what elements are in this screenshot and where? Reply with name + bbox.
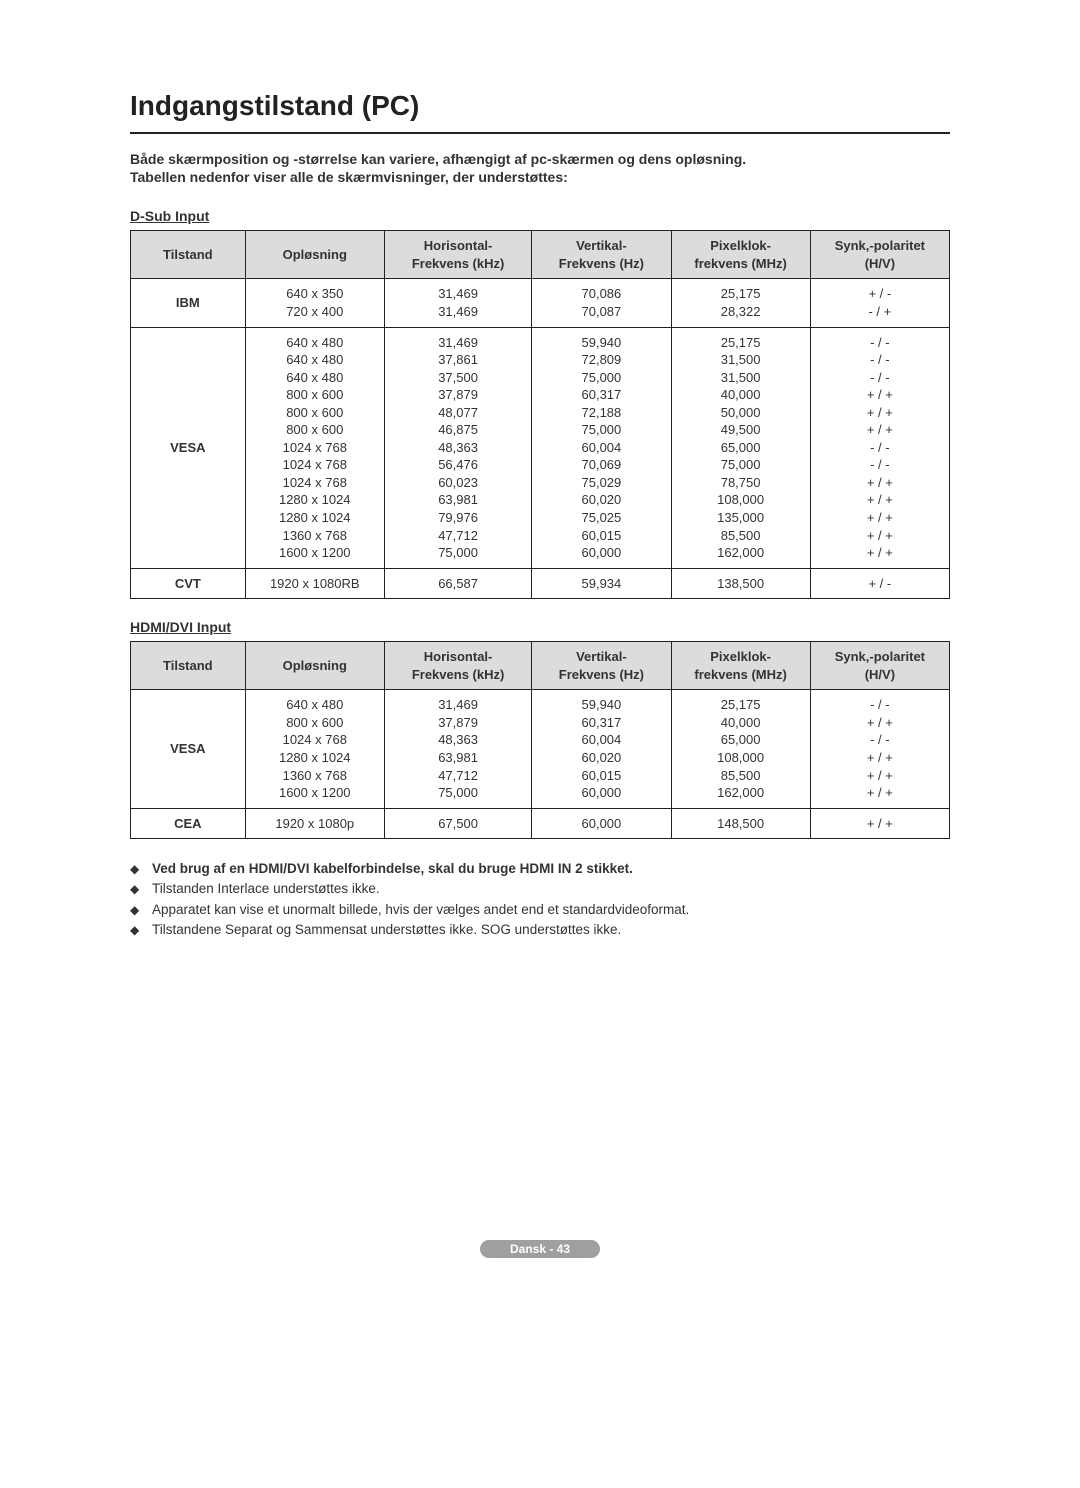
note-item: ◆Tilstanden Interlace understøttes ikke. bbox=[130, 879, 950, 899]
note-item: ◆Tilstandene Separat og Sammensat unders… bbox=[130, 920, 950, 940]
diamond-icon: ◆ bbox=[130, 880, 152, 898]
p-cell: 148,500 bbox=[671, 808, 810, 839]
s-cell: + / - bbox=[810, 568, 949, 599]
page-footer: Dansk - 43 bbox=[130, 1240, 950, 1258]
intro-line-1: Både skærmposition og -størrelse kan var… bbox=[130, 151, 746, 167]
th-vfreq: Vertikal-Frekvens (Hz) bbox=[532, 642, 671, 690]
h-cell: 31,46937,87948,36363,98147,71275,000 bbox=[384, 690, 531, 808]
note-text: Tilstandene Separat og Sammensat underst… bbox=[152, 920, 621, 940]
p-cell: 25,17531,50031,50040,00050,00049,50065,0… bbox=[671, 327, 810, 568]
diamond-icon: ◆ bbox=[130, 901, 152, 919]
mode-cell: VESA bbox=[131, 327, 246, 568]
footer-pill: Dansk - 43 bbox=[480, 1240, 600, 1258]
h-cell: 31,46937,86137,50037,87948,07746,87548,3… bbox=[384, 327, 531, 568]
th-sync: Synk,-polaritet(H/V) bbox=[810, 642, 949, 690]
s-cell: - / -- / -- / -+ / ++ / ++ / +- / -- / -… bbox=[810, 327, 949, 568]
title-rule bbox=[130, 132, 950, 134]
p-cell: 138,500 bbox=[671, 568, 810, 599]
table-row: VESA640 x 480800 x 6001024 x 7681280 x 1… bbox=[131, 690, 950, 808]
mode-cell: VESA bbox=[131, 690, 246, 808]
p-cell: 25,17540,00065,000108,00085,500162,000 bbox=[671, 690, 810, 808]
table-row: VESA640 x 480640 x 480640 x 480800 x 600… bbox=[131, 327, 950, 568]
diamond-icon: ◆ bbox=[130, 860, 152, 878]
hdmi-body: VESA640 x 480800 x 6001024 x 7681280 x 1… bbox=[131, 690, 950, 839]
s-cell: - / -+ / +- / -+ / ++ / ++ / + bbox=[810, 690, 949, 808]
res-cell: 640 x 480640 x 480640 x 480800 x 600800 … bbox=[245, 327, 384, 568]
v-cell: 59,934 bbox=[532, 568, 671, 599]
table-row: CVT1920 x 1080RB66,58759,934138,500+ / - bbox=[131, 568, 950, 599]
notes-block: ◆Ved brug af en HDMI/DVI kabelforbindels… bbox=[130, 859, 950, 940]
mode-cell: IBM bbox=[131, 279, 246, 327]
note-item: ◆Apparatet kan vise et unormalt billede,… bbox=[130, 900, 950, 920]
dsub-header: D-Sub Input bbox=[130, 208, 950, 224]
table-head: Tilstand Opløsning Horisontal-Frekvens (… bbox=[131, 642, 950, 690]
table-row: CEA1920 x 1080p67,50060,000148,500+ / + bbox=[131, 808, 950, 839]
th-sync: Synk,-polaritet(H/V) bbox=[810, 231, 949, 279]
res-cell: 1920 x 1080RB bbox=[245, 568, 384, 599]
note-text: Ved brug af en HDMI/DVI kabelforbindelse… bbox=[152, 859, 633, 879]
v-cell: 70,08670,087 bbox=[532, 279, 671, 327]
th-res: Opløsning bbox=[245, 231, 384, 279]
res-cell: 640 x 350720 x 400 bbox=[245, 279, 384, 327]
table-head: Tilstand Opløsning Horisontal-Frekvens (… bbox=[131, 231, 950, 279]
p-cell: 25,17528,322 bbox=[671, 279, 810, 327]
mode-cell: CEA bbox=[131, 808, 246, 839]
intro-line-2: Tabellen nedenfor viser alle de skærmvis… bbox=[130, 169, 568, 185]
th-mode: Tilstand bbox=[131, 231, 246, 279]
hdmi-header: HDMI/DVI Input bbox=[130, 619, 950, 635]
intro-text: Både skærmposition og -størrelse kan var… bbox=[130, 150, 950, 186]
note-text: Apparatet kan vise et unormalt billede, … bbox=[152, 900, 689, 920]
mode-cell: CVT bbox=[131, 568, 246, 599]
dsub-body: IBM640 x 350720 x 40031,46931,46970,0867… bbox=[131, 279, 950, 599]
res-cell: 640 x 480800 x 6001024 x 7681280 x 10241… bbox=[245, 690, 384, 808]
h-cell: 67,500 bbox=[384, 808, 531, 839]
v-cell: 59,94060,31760,00460,02060,01560,000 bbox=[532, 690, 671, 808]
dsub-table: Tilstand Opløsning Horisontal-Frekvens (… bbox=[130, 230, 950, 599]
v-cell: 59,94072,80975,00060,31772,18875,00060,0… bbox=[532, 327, 671, 568]
s-cell: + / + bbox=[810, 808, 949, 839]
th-pix: Pixelklok-frekvens (MHz) bbox=[671, 642, 810, 690]
diamond-icon: ◆ bbox=[130, 921, 152, 939]
res-cell: 1920 x 1080p bbox=[245, 808, 384, 839]
hdmi-table: Tilstand Opløsning Horisontal-Frekvens (… bbox=[130, 641, 950, 839]
th-hfreq: Horisontal-Frekvens (kHz) bbox=[384, 642, 531, 690]
th-hfreq: Horisontal-Frekvens (kHz) bbox=[384, 231, 531, 279]
th-vfreq: Vertikal-Frekvens (Hz) bbox=[532, 231, 671, 279]
h-cell: 31,46931,469 bbox=[384, 279, 531, 327]
th-mode: Tilstand bbox=[131, 642, 246, 690]
page-title: Indgangstilstand (PC) bbox=[130, 90, 950, 122]
th-res: Opløsning bbox=[245, 642, 384, 690]
s-cell: + / -- / + bbox=[810, 279, 949, 327]
note-text: Tilstanden Interlace understøttes ikke. bbox=[152, 879, 380, 899]
table-row: IBM640 x 350720 x 40031,46931,46970,0867… bbox=[131, 279, 950, 327]
v-cell: 60,000 bbox=[532, 808, 671, 839]
h-cell: 66,587 bbox=[384, 568, 531, 599]
th-pix: Pixelklok-frekvens (MHz) bbox=[671, 231, 810, 279]
note-item: ◆Ved brug af en HDMI/DVI kabelforbindels… bbox=[130, 859, 950, 879]
